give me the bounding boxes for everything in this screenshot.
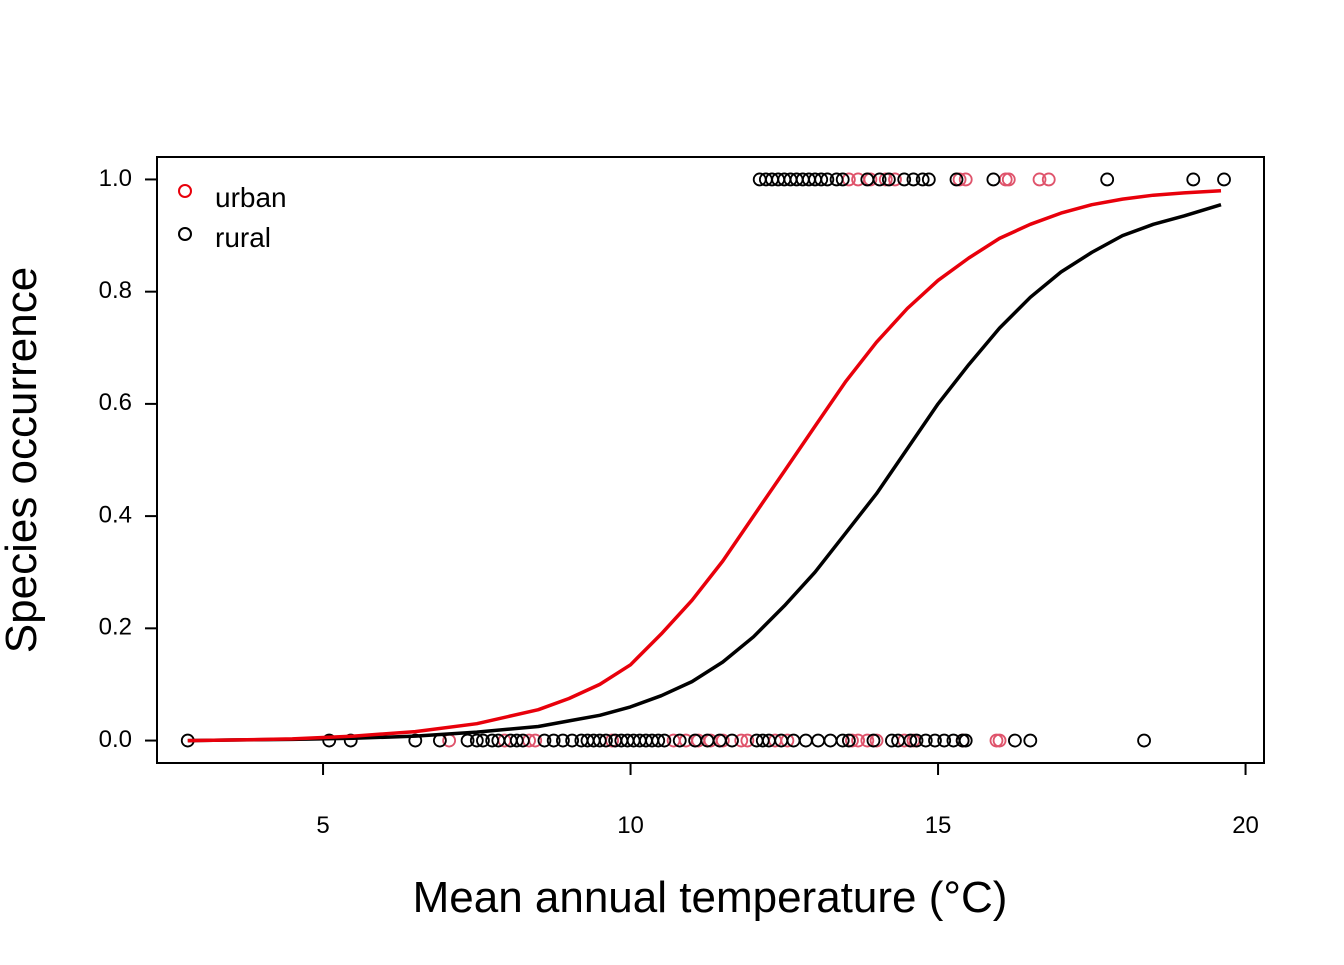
urban-point	[1041, 172, 1056, 187]
y-tick-label: 1.0	[99, 165, 132, 192]
rural-point	[657, 733, 672, 748]
rural-point	[918, 733, 933, 748]
y-tick-label: 0.4	[99, 501, 132, 528]
rural-point	[1100, 172, 1115, 187]
rural-point	[1137, 733, 1151, 748]
rural-point	[872, 172, 887, 187]
urban-fitted-curve	[187, 188, 1222, 743]
x-tick-label: 10	[617, 812, 644, 839]
y-tick-label: 0.8	[99, 277, 132, 304]
rural-point	[820, 172, 835, 187]
fitted-curves	[187, 188, 1222, 743]
rural-point	[469, 733, 484, 748]
urban-point	[851, 733, 865, 748]
rural-point	[599, 733, 613, 748]
rural-point	[829, 172, 844, 187]
y-axis: 0.0 0.2 0.4 0.6 0.8 1.0	[99, 165, 158, 753]
y-tick-label: 0.6	[99, 389, 132, 416]
rural-point	[958, 733, 973, 748]
rural-fitted-curve	[187, 203, 1222, 743]
rural-point	[1217, 172, 1231, 187]
rural-point	[565, 733, 580, 748]
rural-point	[885, 733, 899, 748]
rural-point	[725, 733, 739, 748]
urban-point	[734, 733, 749, 748]
rural-point	[841, 733, 856, 748]
rural-point	[755, 733, 770, 748]
rural-point	[460, 733, 475, 748]
rural-point	[814, 172, 829, 187]
rural-point	[866, 733, 881, 748]
rural-point	[1023, 733, 1038, 748]
rural-point	[937, 733, 952, 748]
rural-point	[835, 733, 850, 748]
x-axis: 5 10 15 20	[316, 762, 1259, 839]
x-axis-title: Mean annual temperature (°C)	[413, 873, 1008, 922]
rural-point	[949, 172, 964, 187]
urban-point	[992, 733, 1007, 748]
rural-point	[485, 733, 500, 748]
x-tick-label: 15	[925, 812, 952, 839]
rural-point	[516, 733, 530, 748]
rural-point	[476, 733, 490, 748]
rural-point	[1008, 733, 1022, 748]
legend-urban-symbol	[178, 184, 192, 198]
rural-point	[903, 733, 918, 748]
rural-point	[537, 733, 552, 748]
urban-point	[1032, 172, 1047, 187]
legend-urban-label: urban	[215, 182, 287, 213]
rural-point	[556, 733, 570, 748]
rural-point	[509, 733, 524, 748]
urban-point	[888, 172, 902, 187]
rural-point	[928, 733, 942, 748]
rural-point	[835, 172, 850, 187]
rural-point	[881, 172, 896, 187]
y-axis-title: Species occurrence	[0, 267, 46, 653]
rural-point	[651, 733, 666, 748]
x-tick-label: 20	[1232, 812, 1259, 839]
rural-point	[546, 733, 561, 748]
rural-point	[672, 733, 687, 748]
rural-point	[1186, 172, 1201, 187]
urban-point	[780, 733, 795, 748]
urban-point	[740, 733, 755, 748]
rural-point	[915, 172, 930, 187]
legend-rural-symbol	[178, 227, 192, 241]
legend: urban rural	[178, 182, 287, 253]
x-tick-label: 5	[316, 812, 329, 839]
urban-point	[958, 172, 973, 187]
y-tick-label: 0.2	[99, 614, 132, 641]
rural-point	[897, 172, 912, 187]
urban-point	[1001, 172, 1016, 187]
rural-point	[921, 172, 936, 187]
rural-point	[909, 733, 924, 748]
rural-point	[986, 172, 1001, 187]
legend-rural-label: rural	[215, 222, 271, 253]
urban-point	[860, 733, 875, 748]
rural-point	[906, 172, 921, 187]
y-tick-label: 0.0	[99, 726, 132, 753]
rural-point	[592, 733, 607, 748]
scatter-points	[180, 172, 1231, 748]
